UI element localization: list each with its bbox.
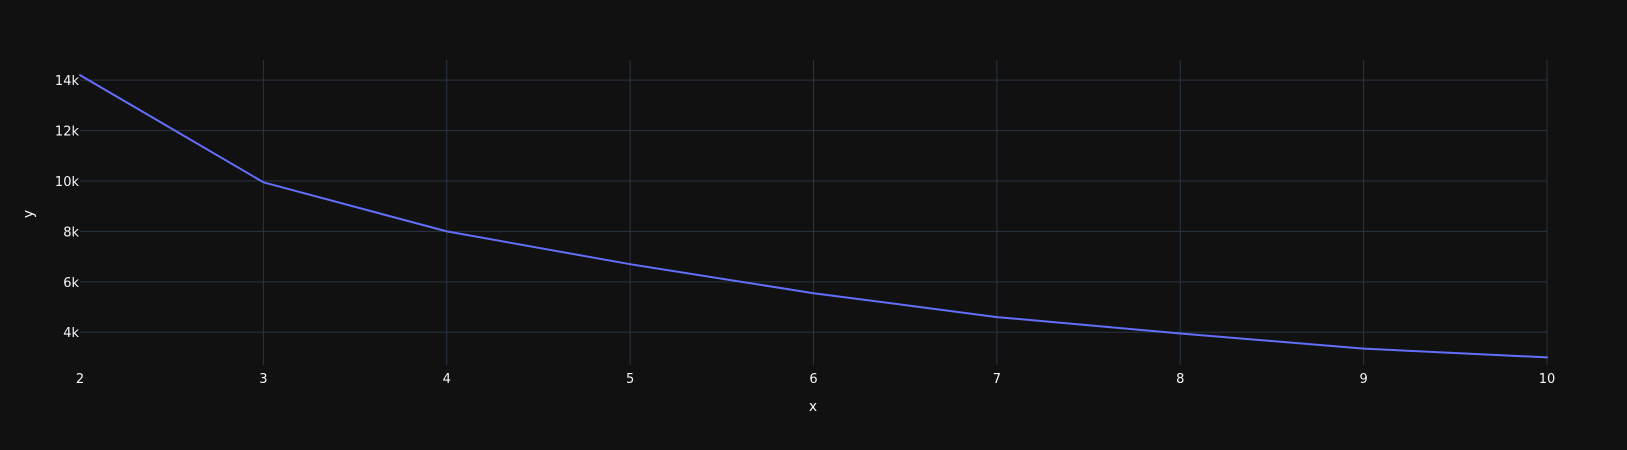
data-point <box>1363 348 1365 350</box>
x-axis-title: x <box>809 399 817 415</box>
data-point <box>1179 332 1181 334</box>
y-tick-label: 8k <box>63 225 79 240</box>
x-tick-label: 8 <box>1176 372 1184 387</box>
data-point <box>446 230 448 232</box>
x-tick-label: 6 <box>809 372 817 387</box>
series-layer <box>79 74 1548 359</box>
data-point <box>1546 356 1548 358</box>
data-point <box>629 263 631 265</box>
data-point <box>262 181 264 183</box>
y-tick-label: 10k <box>55 175 80 190</box>
y-tick-label: 6k <box>63 276 79 291</box>
y-tick-label: 12k <box>55 125 80 140</box>
y-axis-ticks: 4k 6k 8k 10k 12k 14k <box>55 74 80 341</box>
x-tick-label: 10 <box>1539 372 1556 387</box>
data-point <box>813 292 815 294</box>
y-tick-label: 4k <box>63 326 79 341</box>
x-axis-ticks: 2 3 4 5 6 7 8 9 10 <box>76 372 1555 387</box>
series-line <box>79 74 1548 359</box>
y-axis-title: y <box>21 210 37 218</box>
grid-layer <box>80 60 1548 365</box>
x-tick-label: 2 <box>76 372 84 387</box>
x-tick-label: 3 <box>259 372 267 387</box>
x-tick-label: 5 <box>626 372 634 387</box>
x-tick-label: 7 <box>993 372 1001 387</box>
data-point <box>996 316 998 318</box>
x-tick-label: 4 <box>443 372 451 387</box>
x-tick-label: 9 <box>1359 372 1367 387</box>
data-point <box>79 74 81 76</box>
y-tick-label: 14k <box>55 74 80 89</box>
